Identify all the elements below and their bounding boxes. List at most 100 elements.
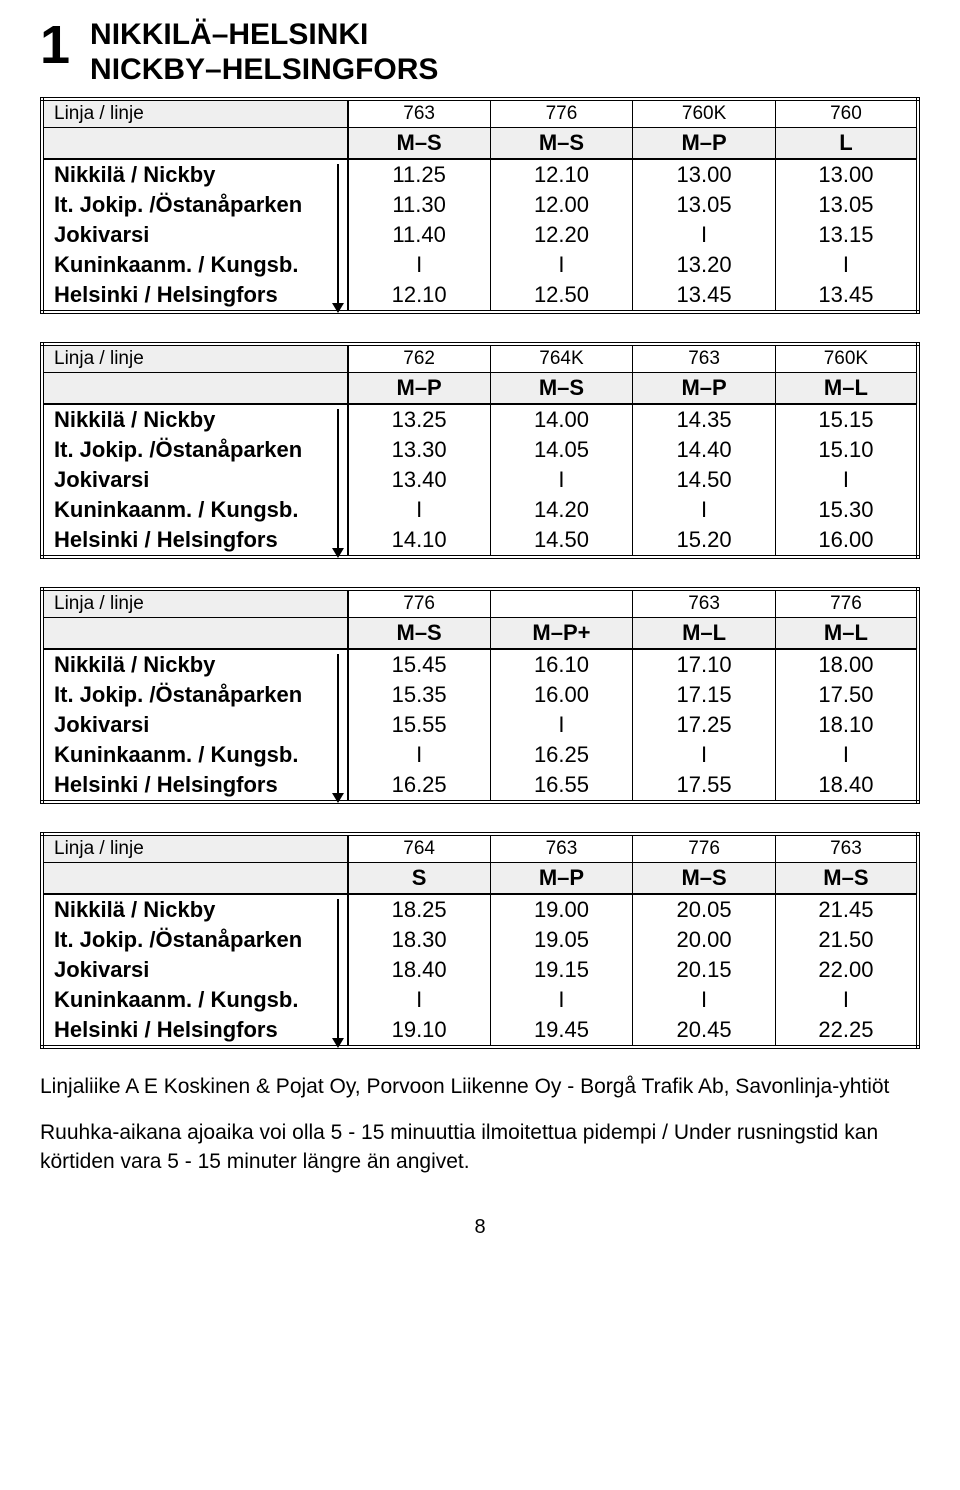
time-cell: 14.50 — [490, 525, 633, 557]
time-cell: 16.25 — [490, 740, 633, 770]
time-cell: 12.20 — [490, 220, 633, 250]
time-cell: I — [775, 985, 918, 1015]
stop-name: Jokivarsi — [42, 710, 348, 740]
stop-name: It. Jokip. /Östanåparken — [42, 435, 348, 465]
timetable-container: Linja / linje763776760K760 M–SM–SM–PLNik… — [40, 97, 920, 1049]
linja-label: Linja / linje — [42, 589, 348, 618]
day-code: M–P — [348, 373, 491, 405]
line-number: 763 — [490, 834, 633, 863]
time-cell: 18.40 — [348, 955, 491, 985]
time-cell: 13.05 — [775, 190, 918, 220]
footnotes: Linjaliike A E Koskinen & Pojat Oy, Porv… — [40, 1073, 920, 1176]
line-number: 776 — [490, 99, 633, 128]
stop-name: Kuninkaanm. / Kungsb. — [42, 740, 348, 770]
time-cell: I — [348, 740, 491, 770]
stop-name: Nikkilä / Nickby — [42, 894, 348, 925]
line-number: 763 — [633, 344, 776, 373]
stop-name: Kuninkaanm. / Kungsb. — [42, 250, 348, 280]
stop-name: It. Jokip. /Östanåparken — [42, 190, 348, 220]
time-cell: 18.00 — [775, 649, 918, 680]
stop-name: It. Jokip. /Östanåparken — [42, 925, 348, 955]
days-label-blank — [42, 373, 348, 405]
time-cell: 19.05 — [490, 925, 633, 955]
title-line-2: NICKBY–HELSINGFORS — [90, 53, 438, 88]
time-cell: 12.50 — [490, 280, 633, 312]
time-cell: 18.10 — [775, 710, 918, 740]
time-cell: I — [348, 250, 491, 280]
line-number: 760 — [775, 99, 918, 128]
time-cell: I — [633, 495, 776, 525]
day-code: M–S — [490, 373, 633, 405]
time-cell: 17.15 — [633, 680, 776, 710]
day-code: M–S — [348, 618, 491, 650]
time-cell: I — [775, 250, 918, 280]
time-cell: 22.00 — [775, 955, 918, 985]
time-cell: 20.15 — [633, 955, 776, 985]
time-cell: 15.30 — [775, 495, 918, 525]
time-cell: 15.10 — [775, 435, 918, 465]
time-cell: I — [348, 495, 491, 525]
time-cell: 11.30 — [348, 190, 491, 220]
time-cell: 13.05 — [633, 190, 776, 220]
time-cell: 16.10 — [490, 649, 633, 680]
day-code: M–L — [775, 618, 918, 650]
line-number: 760K — [775, 344, 918, 373]
time-cell: 13.15 — [775, 220, 918, 250]
route-number: 1 — [40, 18, 70, 72]
stop-name: Nikkilä / Nickby — [42, 159, 348, 190]
stop-name: Jokivarsi — [42, 465, 348, 495]
page-number: 8 — [40, 1216, 920, 1239]
time-cell: I — [775, 740, 918, 770]
day-code: M–P — [490, 863, 633, 895]
time-cell: 14.50 — [633, 465, 776, 495]
day-code: M–P — [633, 128, 776, 160]
stop-name: Kuninkaanm. / Kungsb. — [42, 985, 348, 1015]
time-cell: I — [490, 710, 633, 740]
time-cell: 11.25 — [348, 159, 491, 190]
days-label-blank — [42, 618, 348, 650]
route-title: NIKKILÄ–HELSINKI NICKBY–HELSINGFORS — [90, 18, 438, 87]
time-cell: 14.05 — [490, 435, 633, 465]
time-cell: 19.45 — [490, 1015, 633, 1047]
time-cell: I — [490, 465, 633, 495]
time-cell: 21.50 — [775, 925, 918, 955]
timetable: Linja / linje764763776763 SM–PM–SM–SNikk… — [40, 832, 920, 1049]
time-cell: I — [490, 985, 633, 1015]
day-code: M–L — [775, 373, 918, 405]
linja-label: Linja / linje — [42, 834, 348, 863]
line-number: 763 — [348, 99, 491, 128]
time-cell: 13.00 — [633, 159, 776, 190]
time-cell: 13.45 — [633, 280, 776, 312]
time-cell: 17.25 — [633, 710, 776, 740]
time-cell: 18.30 — [348, 925, 491, 955]
stop-name: Kuninkaanm. / Kungsb. — [42, 495, 348, 525]
time-cell: I — [348, 985, 491, 1015]
days-label-blank — [42, 128, 348, 160]
time-cell: 13.45 — [775, 280, 918, 312]
linja-label: Linja / linje — [42, 344, 348, 373]
day-code: M–P — [633, 373, 776, 405]
time-cell: 14.40 — [633, 435, 776, 465]
time-cell: I — [633, 740, 776, 770]
linja-label: Linja / linje — [42, 99, 348, 128]
time-cell: 11.40 — [348, 220, 491, 250]
time-cell: 13.30 — [348, 435, 491, 465]
time-cell: 16.55 — [490, 770, 633, 802]
stop-name: Nikkilä / Nickby — [42, 404, 348, 435]
time-cell: 15.15 — [775, 404, 918, 435]
line-number: 762 — [348, 344, 491, 373]
time-cell: 20.45 — [633, 1015, 776, 1047]
time-cell: 14.10 — [348, 525, 491, 557]
time-cell: 13.40 — [348, 465, 491, 495]
time-cell: 14.20 — [490, 495, 633, 525]
time-cell: 21.45 — [775, 894, 918, 925]
stop-name: Jokivarsi — [42, 955, 348, 985]
stop-name: Jokivarsi — [42, 220, 348, 250]
time-cell: 12.10 — [490, 159, 633, 190]
stop-name: It. Jokip. /Östanåparken — [42, 680, 348, 710]
time-cell: 22.25 — [775, 1015, 918, 1047]
time-cell: 16.00 — [775, 525, 918, 557]
time-cell: 19.15 — [490, 955, 633, 985]
line-number: 763 — [775, 834, 918, 863]
time-cell: 18.25 — [348, 894, 491, 925]
